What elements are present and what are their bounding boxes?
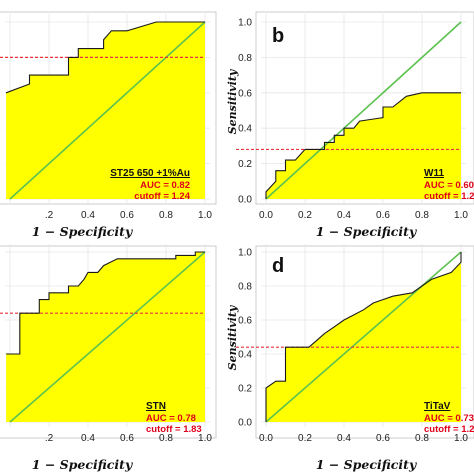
panel-d-roc-curve [265, 252, 462, 422]
panel-a-x-tick-4: 1.0 [198, 210, 212, 221]
panel-a-sample-name: ST25 650 +1%Au [110, 168, 190, 179]
panel-b-y-tick-2: 0.4 [238, 124, 252, 135]
panel-b-y-tick-0: 0.0 [238, 195, 252, 206]
panel-d-x-tick-1: 0.2 [298, 433, 312, 444]
panel-d-chance-line [265, 251, 462, 423]
panel-c-auc: AUC = 0.78 [146, 413, 196, 424]
panel-d-y-tick-1: 0.2 [238, 384, 252, 395]
panel-b-x-tick-1: 0.2 [298, 210, 312, 221]
panel-b-auc-area [266, 92, 461, 199]
panel-a-roc-curve [5, 21, 205, 94]
panel-c-x-tick-3: 0.8 [159, 433, 173, 444]
panel-b-x-axis-label: 1 − Specificity [316, 224, 417, 239]
panel-c-annotation: STN AUC = 0.78 cutoff = 1.83 [146, 401, 202, 435]
panel-a-x-tick-3: 0.8 [159, 210, 173, 221]
panel-b-cutoff: cutoff = 1.2 [424, 191, 474, 202]
panel-d-y-tick-5: 1.0 [238, 248, 252, 259]
panel-b-x-tick-2: 0.4 [337, 210, 351, 221]
panel-d-cutoff: cutoff = 1.2 [424, 424, 474, 435]
panel-d-x-tick-2: 0.4 [337, 433, 351, 444]
panel-b-chance-line [265, 21, 462, 200]
panel-b: 0.0 0.2 0.4 0.6 0.8 1.0 0.0 0.2 0.4 0.6 0.8 1.0 b W… [226, 11, 474, 239]
panel-d-sample-name: TiTaV [424, 401, 451, 412]
panel-b-y-tick-3: 0.6 [238, 88, 252, 99]
panel-a-ticks: .2 0.4 0.6 0.8 1.0 [45, 210, 213, 221]
panel-d-y-tick-0: 0.0 [238, 418, 252, 429]
panel-b-annotation: W11 AUC = 0.60 cutoff = 1.2 [424, 168, 474, 202]
panel-b-y-axis-label: Sensitivity [226, 68, 239, 134]
panel-b-y-tick-4: 0.8 [238, 53, 252, 64]
panel-d-y-tick-3: 0.6 [238, 316, 252, 327]
panel-b-x-tick-0: 0.0 [259, 210, 273, 221]
panel-a-cutoff: cutoff = 1.24 [134, 191, 190, 202]
panel-d-y-tick-4: 0.8 [238, 282, 252, 293]
panel-b-x-tick-5: 1.0 [454, 210, 468, 221]
panel-d-annotation: TiTaV AUC = 0.73 cutoff = 1.2 [424, 401, 474, 435]
panel-c: .2 0.4 0.6 0.8 1.0 STN AUC = 0.78 cutoff = 1… [0, 244, 217, 472]
panel-c-roc-curve [6, 251, 205, 355]
panel-c-sample-name: STN [146, 401, 166, 412]
panel-c-x-tick-1: 0.4 [81, 433, 95, 444]
panel-d-auc: AUC = 0.73 [424, 413, 474, 424]
panel-c-chance-line [9, 251, 206, 423]
panel-c-x-tick-4: 1.0 [198, 433, 212, 444]
panel-c-x-tick-0: .2 [45, 433, 54, 444]
panel-c-cutoff: cutoff = 1.83 [146, 424, 202, 435]
panel-d-letter: d [272, 255, 284, 277]
panel-a-annotation: ST25 650 +1%Au AUC = 0.82 cutoff = 1.24 [110, 168, 190, 202]
panel-b-sample-name: W11 [424, 168, 444, 179]
panel-d-x-tick-4: 0.8 [415, 433, 429, 444]
panel-b-y-tick-1: 0.2 [238, 159, 252, 170]
panel-c-x-tick-2: 0.6 [120, 433, 134, 444]
panel-a: .2 0.4 0.6 0.8 1.0 ST25 650 +1%Au AUC = 0.82… [0, 11, 217, 239]
panel-c-x-axis-label: 1 − Specificity [32, 457, 133, 472]
panel-a-x-tick-1: 0.4 [81, 210, 95, 221]
panel-d-y-tick-2: 0.4 [238, 350, 252, 361]
panel-d: 0.0 0.2 0.4 0.6 0.8 1.0 0.0 0.2 0.4 0.6 0.8 1.0 d T… [226, 244, 474, 472]
panel-b-x-tick-3: 0.6 [376, 210, 390, 221]
panel-a-x-axis-label: 1 − Specificity [32, 224, 133, 239]
panel-a-x-tick-2: 0.6 [120, 210, 134, 221]
panel-b-auc: AUC = 0.60 [424, 180, 474, 191]
panel-a-x-tick-0: .2 [45, 210, 54, 221]
panel-b-ticks: 0.0 0.2 0.4 0.6 0.8 1.0 0.0 0.2 0.4 0.6 0.8 1.0 [238, 18, 468, 222]
panel-d-x-tick-5: 1.0 [454, 433, 468, 444]
panel-d-x-tick-0: 0.0 [259, 433, 273, 444]
panel-c-ticks: .2 0.4 0.6 0.8 1.0 [45, 433, 213, 444]
panel-d-ticks: 0.0 0.2 0.4 0.6 0.8 1.0 0.0 0.2 0.4 0.6 0.8 1.0 [238, 248, 468, 445]
panel-a-auc: AUC = 0.82 [140, 180, 190, 191]
panel-d-y-axis-label: Sensitivity [226, 304, 239, 370]
panel-b-letter: b [272, 25, 284, 47]
panel-d-x-axis-label: 1 − Specificity [316, 457, 417, 472]
panel-d-x-tick-3: 0.6 [376, 433, 390, 444]
panel-b-x-tick-4: 0.8 [415, 210, 429, 221]
panel-b-y-tick-5: 1.0 [238, 18, 252, 29]
panel-b-roc-curve [265, 92, 461, 199]
panel-a-chance-line [9, 21, 206, 200]
